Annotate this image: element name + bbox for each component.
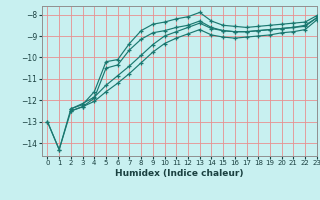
X-axis label: Humidex (Indice chaleur): Humidex (Indice chaleur) <box>115 169 244 178</box>
